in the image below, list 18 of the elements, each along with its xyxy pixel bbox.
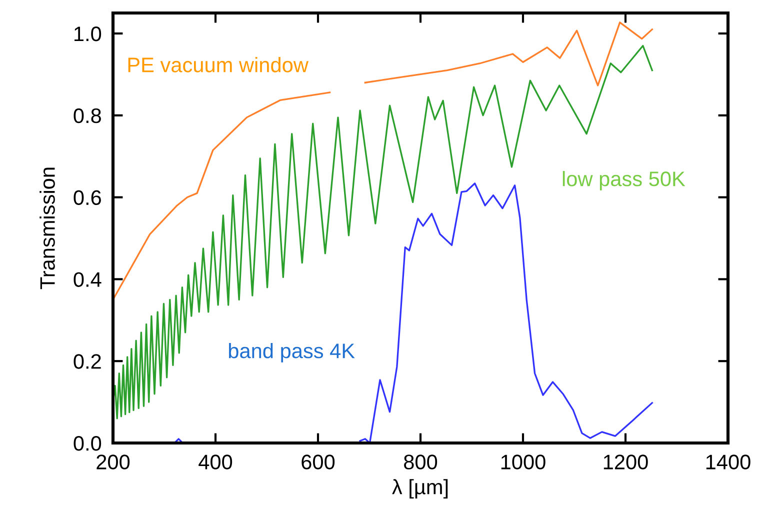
y-tick-label: 1.0 (74, 26, 102, 42)
x-tick-label: 800 (404, 454, 438, 470)
x-tick-label: 400 (198, 454, 232, 470)
x-tick-label: 600 (302, 454, 335, 470)
y-tick-label: 0.6 (74, 190, 101, 206)
y-tick-label: 0.8 (74, 108, 101, 124)
series-label: PE vacuum window (128, 57, 308, 72)
x-axis-title: λ [µm] (392, 479, 448, 499)
text: low pass 50K (562, 170, 686, 190)
x-tick-label: 1200 (604, 454, 648, 470)
y-tick-label: 0.0 (74, 436, 102, 451)
y-tick-label: 0.4 (74, 272, 102, 287)
y-axis-title: Transmission (40, 168, 55, 290)
x-tick-label: 200 (96, 454, 130, 470)
y-tick-label: 0.2 (74, 354, 101, 369)
x-tick-label: 1400 (706, 454, 750, 470)
x-tick-label: 1000 (501, 454, 546, 470)
series-label: band pass 4K (228, 342, 355, 362)
